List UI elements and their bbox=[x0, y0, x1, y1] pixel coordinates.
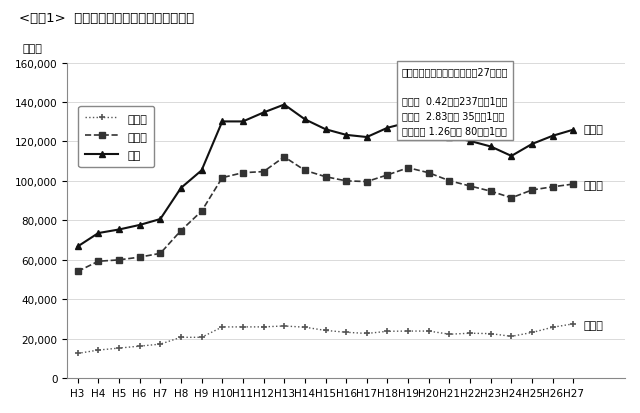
小学校 bbox=[445, 332, 453, 337]
合計 bbox=[136, 223, 143, 228]
Text: 中学校: 中学校 bbox=[584, 180, 604, 190]
合計 bbox=[383, 126, 391, 131]
小学校 bbox=[136, 344, 143, 349]
中学校 bbox=[177, 228, 185, 233]
小学校 bbox=[74, 351, 81, 356]
中学校 bbox=[467, 184, 474, 189]
小学校 bbox=[549, 325, 557, 330]
Text: 合　計: 合 計 bbox=[584, 124, 604, 134]
小学校 bbox=[363, 331, 371, 336]
Text: （人）: （人） bbox=[23, 44, 43, 54]
小学校 bbox=[487, 331, 495, 336]
小学校 bbox=[383, 329, 391, 334]
小学校 bbox=[508, 334, 515, 339]
合計 bbox=[218, 120, 226, 125]
Legend: 小学校, 中学校, 合計: 小学校, 中学校, 合計 bbox=[79, 107, 154, 168]
合計 bbox=[549, 134, 557, 139]
合計 bbox=[342, 133, 350, 138]
合計 bbox=[363, 135, 371, 140]
合計 bbox=[115, 228, 123, 233]
小学校 bbox=[95, 348, 102, 353]
Line: 合計: 合計 bbox=[74, 102, 577, 250]
小学校 bbox=[115, 346, 123, 351]
中学校 bbox=[342, 179, 350, 184]
合計 bbox=[404, 121, 412, 126]
小学校 bbox=[260, 325, 268, 330]
中学校 bbox=[549, 185, 557, 190]
小学校 bbox=[280, 324, 288, 329]
小学校 bbox=[239, 325, 247, 330]
小学校 bbox=[467, 331, 474, 336]
合計 bbox=[570, 128, 577, 133]
中学校 bbox=[218, 176, 226, 180]
合計 bbox=[95, 231, 102, 236]
Text: 小学校: 小学校 bbox=[584, 320, 604, 330]
小学校 bbox=[322, 328, 330, 333]
Text: <参肃1>  不登校児童生徒数の推移のグラフ: <参肃1> 不登校児童生徒数の推移のグラフ bbox=[19, 12, 195, 25]
中学校 bbox=[322, 175, 330, 180]
中学校 bbox=[115, 258, 123, 263]
中学校 bbox=[425, 171, 433, 176]
合計 bbox=[425, 124, 433, 129]
小学校 bbox=[301, 325, 308, 330]
中学校 bbox=[487, 189, 495, 194]
中学校 bbox=[528, 188, 536, 193]
小学校 bbox=[177, 335, 185, 340]
中学校 bbox=[570, 182, 577, 187]
合計 bbox=[508, 154, 515, 159]
小学校 bbox=[528, 330, 536, 335]
Line: 中学校: 中学校 bbox=[75, 155, 576, 275]
中学校 bbox=[404, 166, 412, 171]
合計 bbox=[198, 169, 205, 173]
中学校 bbox=[280, 155, 288, 160]
Text: 不登校児童生徒の割合（平成27年度）

小学校  0.42％（237人に1人）
中学校  2.83％（ 35人に1人）
　計　　 1.26％（ 80人に1人）: 不登校児童生徒の割合（平成27年度） 小学校 0.42％（237人に1人） 中学… bbox=[402, 66, 508, 135]
合計 bbox=[239, 120, 247, 125]
中学校 bbox=[136, 255, 143, 260]
小学校 bbox=[425, 329, 433, 334]
合計 bbox=[74, 244, 81, 249]
小学校 bbox=[156, 342, 164, 347]
小学校 bbox=[218, 325, 226, 330]
中学校 bbox=[74, 269, 81, 274]
合計 bbox=[301, 118, 308, 123]
中学校 bbox=[508, 196, 515, 201]
小学校 bbox=[342, 330, 350, 335]
中学校 bbox=[445, 179, 453, 184]
中学校 bbox=[383, 173, 391, 178]
中学校 bbox=[301, 169, 308, 173]
合計 bbox=[467, 139, 474, 144]
合計 bbox=[322, 128, 330, 133]
中学校 bbox=[95, 259, 102, 264]
合計 bbox=[177, 186, 185, 191]
合計 bbox=[156, 217, 164, 222]
中学校 bbox=[239, 171, 247, 176]
小学校 bbox=[198, 335, 205, 340]
中学校 bbox=[363, 180, 371, 185]
合計 bbox=[260, 111, 268, 116]
合計 bbox=[487, 145, 495, 150]
Line: 小学校: 小学校 bbox=[74, 320, 577, 357]
中学校 bbox=[198, 209, 205, 214]
小学校 bbox=[570, 322, 577, 327]
中学校 bbox=[156, 251, 164, 256]
中学校 bbox=[260, 170, 268, 175]
小学校 bbox=[404, 329, 412, 334]
合計 bbox=[528, 142, 536, 147]
合計 bbox=[445, 135, 453, 140]
合計 bbox=[280, 103, 288, 108]
